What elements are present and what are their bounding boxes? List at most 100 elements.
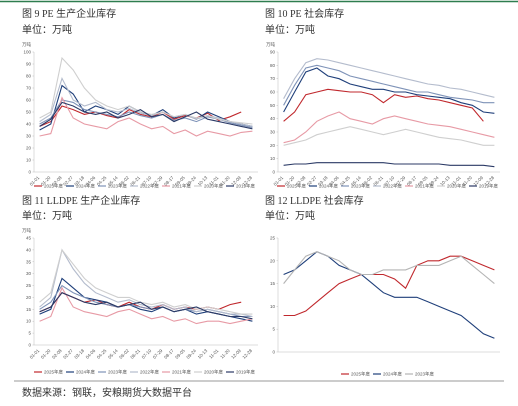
x-tick-label: 01-01 — [29, 175, 41, 187]
x-tick-label: 09-24 — [185, 348, 197, 360]
series-line — [39, 105, 242, 127]
y-tick-label: 5 — [28, 331, 31, 336]
y-tick-label: 25 — [26, 283, 32, 288]
y-axis-label: 万吨 — [266, 41, 275, 48]
legend-label: 2023年度 — [108, 369, 128, 376]
y-tick-label: 60 — [26, 98, 32, 103]
y-tick-label: 100 — [23, 50, 31, 55]
legend-label: 2020年度 — [447, 183, 467, 190]
legend-label: 2019年度 — [236, 183, 256, 190]
y-tick-label: 40 — [26, 122, 32, 127]
y-tick-label: 80 — [26, 74, 32, 79]
series-line — [39, 101, 253, 130]
unit-label: 单位：万吨 — [265, 209, 315, 222]
y-tick-label: 45 — [26, 236, 32, 241]
series-line — [39, 248, 253, 315]
y-tick-label: 30 — [270, 130, 276, 135]
series-line — [283, 58, 495, 99]
x-tick-label: 06-21 — [129, 348, 141, 360]
x-tick-label: 07-10 — [141, 348, 153, 360]
legend-label: 2022年度 — [383, 183, 403, 190]
unit-label: 单位：万吨 — [22, 23, 72, 36]
series-line — [283, 251, 495, 285]
x-tick-label: 09-05 — [174, 348, 186, 360]
y-tick-label: 20 — [26, 146, 32, 151]
x-tick-label: 11-20 — [219, 175, 231, 187]
x-tick-label: 01-01 — [273, 175, 285, 187]
series-line — [283, 126, 495, 146]
y-tick-label: 0 — [272, 350, 275, 355]
y-tick-label: 5 — [272, 327, 275, 332]
legend-label: 2021年度 — [172, 369, 192, 376]
y-tick-label: 0 — [272, 170, 275, 175]
x-tick-label: 06-02 — [118, 348, 130, 360]
x-tick-label: 11-01 — [208, 175, 220, 187]
y-tick-label: 70 — [270, 76, 276, 81]
y-tick-label: 50 — [26, 110, 32, 115]
y-axis-label: 万吨 — [22, 227, 31, 234]
legend-label: 2024年度 — [76, 369, 96, 376]
x-tick-label: 02-27 — [306, 175, 318, 187]
y-tick-label: 90 — [270, 50, 276, 55]
series-line — [39, 84, 253, 131]
y-tick-label: 15 — [26, 307, 32, 312]
legend-label: 2025年度 — [351, 371, 371, 378]
x-tick-label: 01-01 — [29, 348, 41, 360]
y-tick-label: 30 — [26, 271, 32, 276]
y-tick-label: 60 — [270, 90, 276, 95]
y-tick-label: 35 — [26, 259, 32, 264]
y-tick-label: 10 — [26, 319, 32, 324]
x-tick-label: 11-01 — [208, 348, 220, 360]
y-tick-label: 0 — [28, 343, 31, 348]
chart-title: 图 10 PE 社会库存 — [265, 7, 344, 20]
y-tick-label: 20 — [26, 295, 32, 300]
series-line — [39, 76, 253, 127]
legend-label: 2024年度 — [319, 183, 339, 190]
legend-label: 2022年度 — [140, 183, 160, 190]
legend-label: 2019年度 — [236, 369, 256, 376]
y-tick-label: 30 — [26, 134, 32, 139]
y-tick-label: 10 — [270, 304, 276, 309]
series-line — [283, 64, 495, 106]
legend-label: 2025年度 — [44, 183, 64, 190]
x-tick-label: 02-27 — [62, 348, 74, 360]
x-tick-label: 02-27 — [62, 175, 74, 187]
unit-label: 单位：万吨 — [22, 209, 72, 222]
x-tick-label: 08-17 — [163, 348, 175, 360]
legend-label: 2021年度 — [415, 183, 435, 190]
y-tick-label: 10 — [26, 158, 32, 163]
x-tick-label: 10-13 — [197, 348, 209, 360]
chart-title: 图 12 LLDPE 社会库存 — [265, 194, 364, 207]
chart-title: 图 11 LLDPE 生产企业库存 — [22, 194, 140, 207]
x-tick-label: 11-01 — [450, 175, 462, 187]
chart-title: 图 9 PE 生产企业库存 — [22, 7, 116, 20]
x-tick-label: 04-06 — [85, 348, 97, 360]
y-tick-label: 70 — [26, 86, 32, 91]
series-line — [39, 286, 253, 325]
y-tick-label: 90 — [26, 62, 32, 67]
y-axis-label: 万吨 — [22, 41, 31, 48]
y-tick-label: 20 — [270, 258, 276, 263]
unit-label: 单位：万吨 — [265, 23, 315, 36]
x-tick-label: 11-20 — [462, 175, 474, 187]
series-line — [39, 248, 253, 318]
source: 数据来源：钢联，安粮期货大数据平台 — [22, 386, 192, 399]
y-tick-label: 80 — [270, 63, 276, 68]
legend-label: 2025年度 — [287, 183, 307, 190]
legend-label: 2020年度 — [204, 369, 224, 376]
x-tick-label: 01-20 — [40, 348, 52, 360]
legend-label: 2020年度 — [204, 183, 224, 190]
series-line — [39, 292, 253, 320]
x-tick-label: 05-14 — [107, 348, 119, 360]
x-tick-label: 12-28 — [241, 348, 253, 360]
series-line — [283, 111, 495, 144]
x-tick-label: 04-25 — [339, 175, 351, 187]
x-tick-label: 12-09 — [230, 348, 242, 360]
legend-label: 2024年度 — [76, 183, 96, 190]
y-tick-label: 15 — [270, 281, 276, 286]
legend-label: 2025年度 — [44, 369, 64, 376]
legend-label: 2024年度 — [383, 371, 403, 378]
y-tick-label: 50 — [270, 103, 276, 108]
y-tick-label: 10 — [270, 156, 276, 161]
